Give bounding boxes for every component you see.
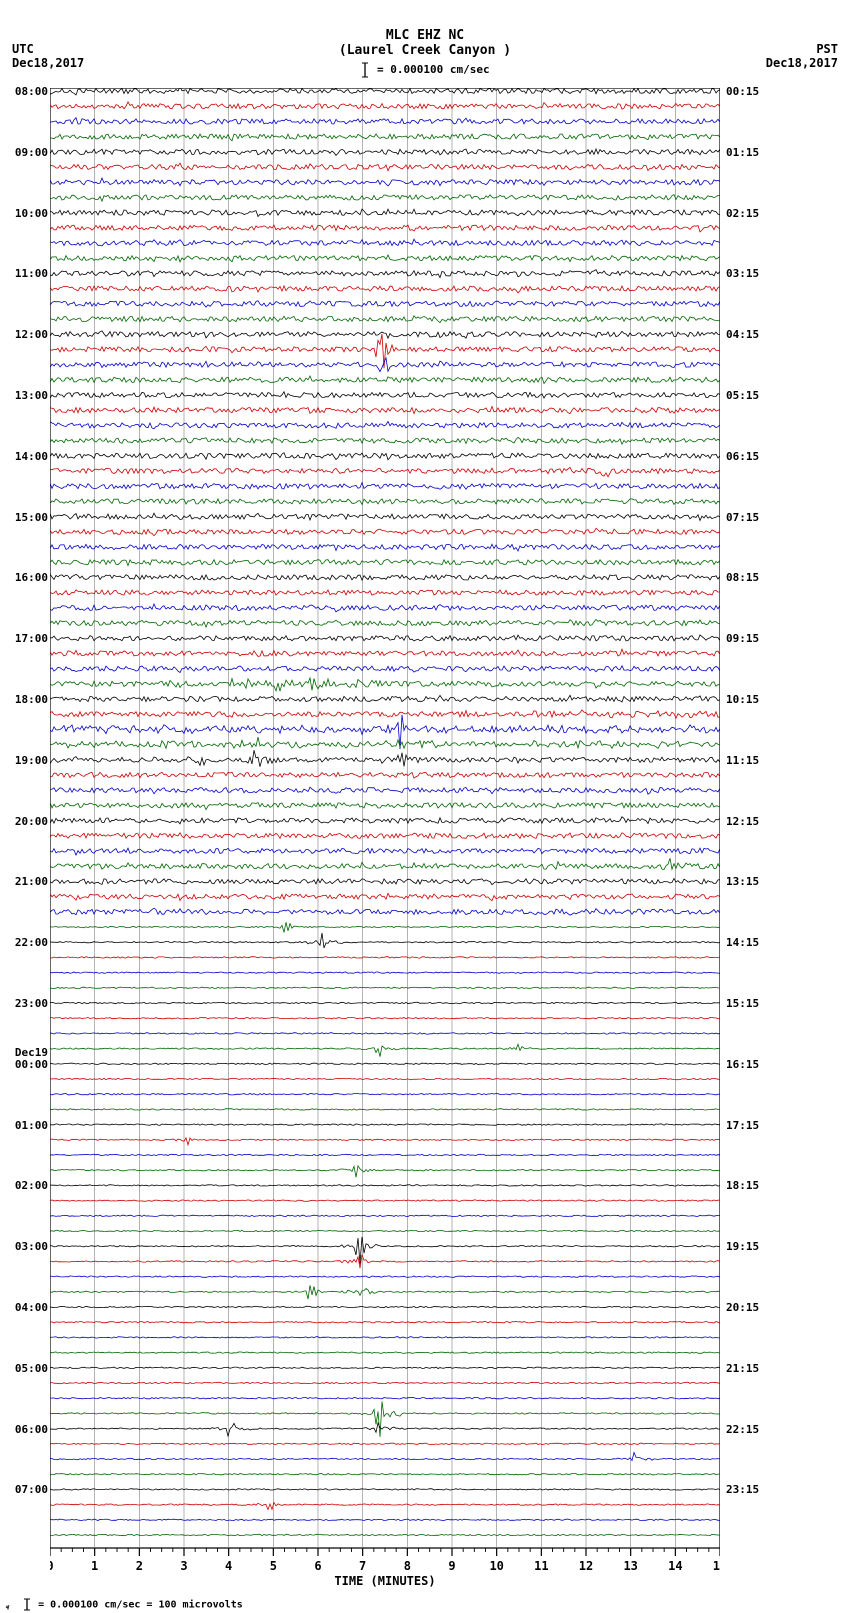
svg-text:12: 12 xyxy=(579,1559,593,1573)
time-label: 18:00 xyxy=(15,693,48,706)
x-axis-svg: 0123456789101112131415 xyxy=(50,1548,720,1576)
time-label: 18:15 xyxy=(726,1179,759,1192)
pst-time-labels: 00:15 01:15 02:15 03:15 04:15 05:15 06:15 07:15… xyxy=(724,88,784,1548)
time-label: 12:15 xyxy=(726,815,759,828)
time-label: 09:00 xyxy=(15,146,48,159)
scale-value: = 0.000100 cm/sec xyxy=(377,63,490,76)
time-label: 07:15 xyxy=(726,511,759,524)
time-label: 08:00 xyxy=(15,85,48,98)
time-label: 23:00 xyxy=(15,997,48,1010)
time-label: 14:15 xyxy=(726,936,759,949)
scale-indicator: = 0.000100 cm/sec xyxy=(0,62,850,78)
tz-left-label: UTC xyxy=(12,42,34,56)
time-label: 11:00 xyxy=(15,267,48,280)
time-label: 12:00 xyxy=(15,328,48,341)
svg-text:3: 3 xyxy=(180,1559,187,1573)
svg-text:14: 14 xyxy=(668,1559,682,1573)
time-label: 10:15 xyxy=(726,693,759,706)
time-label: 13:00 xyxy=(15,389,48,402)
time-label: 19:00 xyxy=(15,754,48,767)
svg-text:2: 2 xyxy=(136,1559,143,1573)
time-label: 16:00 xyxy=(15,571,48,584)
time-label: 04:15 xyxy=(726,328,759,341)
time-label: 05:15 xyxy=(726,389,759,402)
station-code: MLC EHZ NC xyxy=(0,0,850,43)
time-label: 17:15 xyxy=(726,1119,759,1132)
svg-text:8: 8 xyxy=(404,1559,411,1573)
date-left-label: Dec18,2017 xyxy=(12,56,84,70)
time-label: 15:00 xyxy=(15,511,48,524)
svg-text:5: 5 xyxy=(270,1559,277,1573)
time-label: 23:15 xyxy=(726,1483,759,1496)
time-label: 22:15 xyxy=(726,1423,759,1436)
time-label: 08:15 xyxy=(726,571,759,584)
svg-text:11: 11 xyxy=(534,1559,548,1573)
time-label: 20:15 xyxy=(726,1301,759,1314)
time-label: 00:00 xyxy=(15,1058,48,1071)
time-label: 00:15 xyxy=(726,85,759,98)
time-label: 21:00 xyxy=(15,875,48,888)
time-label: 17:00 xyxy=(15,632,48,645)
svg-text:4: 4 xyxy=(225,1559,232,1573)
station-name: (Laurel Creek Canyon ) xyxy=(0,43,850,58)
x-axis-label: TIME (MINUTES) xyxy=(50,1574,720,1588)
svg-text:9: 9 xyxy=(448,1559,455,1573)
svg-text:15: 15 xyxy=(713,1559,720,1573)
time-label: 15:15 xyxy=(726,997,759,1010)
seismogram-plot xyxy=(50,88,720,1548)
time-label: 21:15 xyxy=(726,1362,759,1375)
seismogram-container: MLC EHZ NC (Laurel Creek Canyon ) = 0.00… xyxy=(0,0,850,1613)
seismogram-svg xyxy=(50,88,720,1548)
time-label: 07:00 xyxy=(15,1483,48,1496)
time-label: 05:00 xyxy=(15,1362,48,1375)
svg-text:10: 10 xyxy=(489,1559,503,1573)
time-label: 11:15 xyxy=(726,754,759,767)
svg-text:6: 6 xyxy=(314,1559,321,1573)
time-label: 04:00 xyxy=(15,1301,48,1314)
time-label: 03:00 xyxy=(15,1240,48,1253)
utc-time-labels: 08:00 09:00 10:00 11:00 12:00 13:00 14:00 15:00… xyxy=(6,88,50,1548)
time-label: 20:00 xyxy=(15,815,48,828)
footer-scale: = 0.000100 cm/sec = 100 microvolts xyxy=(4,1598,243,1611)
svg-text:13: 13 xyxy=(623,1559,637,1573)
time-label: 13:15 xyxy=(726,875,759,888)
time-label: 03:15 xyxy=(726,267,759,280)
time-label: 02:00 xyxy=(15,1179,48,1192)
time-label: 01:00 xyxy=(15,1119,48,1132)
time-label: 10:00 xyxy=(15,207,48,220)
svg-text:1: 1 xyxy=(91,1559,98,1573)
footer-scale-text: = 0.000100 cm/sec = 100 microvolts xyxy=(38,1600,243,1611)
time-label: 19:15 xyxy=(726,1240,759,1253)
date-right-label: Dec18,2017 xyxy=(766,56,838,70)
time-label: 09:15 xyxy=(726,632,759,645)
svg-text:7: 7 xyxy=(359,1559,366,1573)
time-label: 14:00 xyxy=(15,450,48,463)
time-label: 06:00 xyxy=(15,1423,48,1436)
time-label: 06:15 xyxy=(726,450,759,463)
time-label: 02:15 xyxy=(726,207,759,220)
time-label: 22:00 xyxy=(15,936,48,949)
svg-text:0: 0 xyxy=(50,1559,54,1573)
time-label: 16:15 xyxy=(726,1058,759,1071)
tz-right-label: PST xyxy=(816,42,838,56)
time-label: 01:15 xyxy=(726,146,759,159)
